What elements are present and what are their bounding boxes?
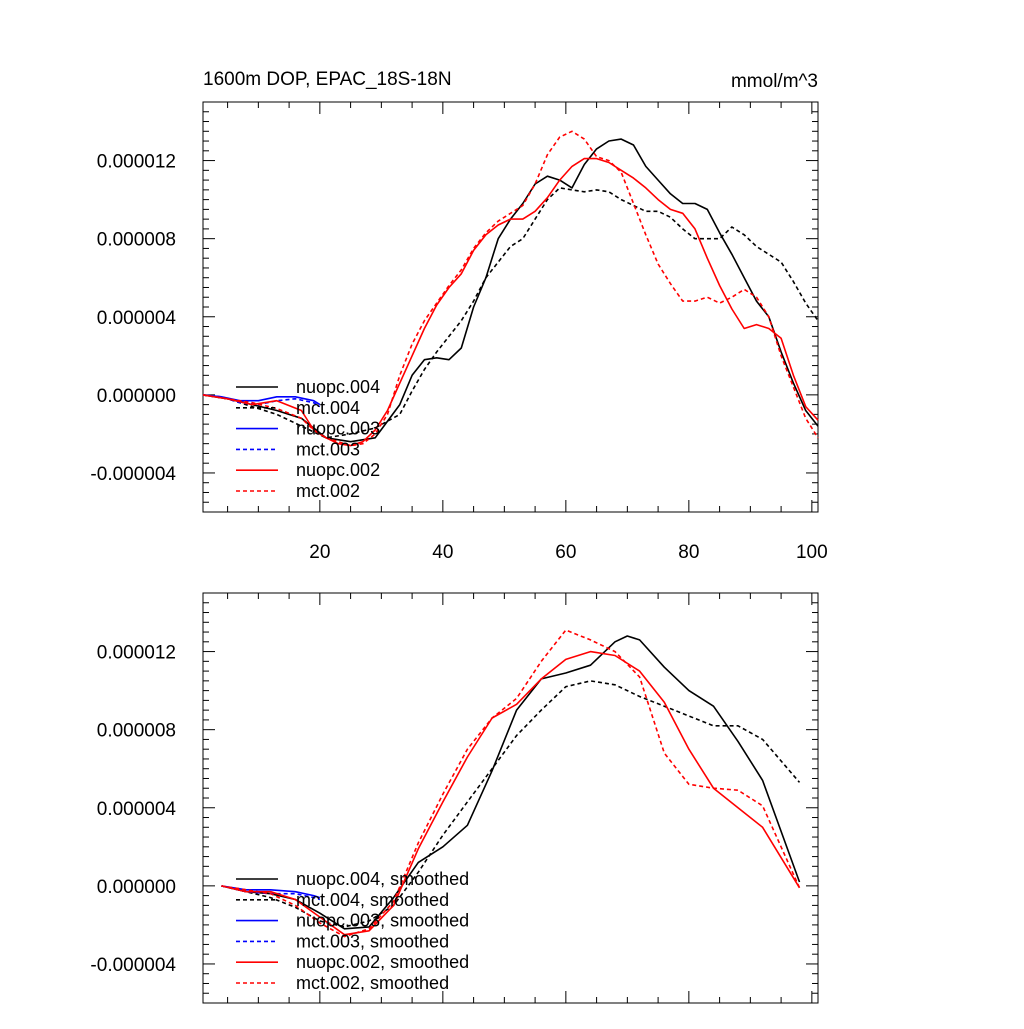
x-tick-label: 60 [555,542,576,563]
x-tick-label: 100 [796,542,828,563]
series-line [202,130,819,447]
x-tick-label: 80 [678,542,699,563]
legend-label: nuopc.003 [296,419,380,439]
y-tick-label: -0.000004 [90,955,176,976]
top-panel: 1600m DOP, EPAC_18S-18N mmol/m^3 20 40 60 8… [90,69,827,563]
series-line [221,635,801,930]
y-tick-label: 0.000012 [97,152,176,173]
legend-label: mct.002 [296,481,360,501]
legend-label: nuopc.004 [296,377,380,397]
y-tick-label: 0.000008 [97,721,176,742]
y-tick-label: 0.000008 [97,230,176,251]
x-tick-label: 20 [309,542,330,563]
legend-label: nuopc.004, smoothed [296,869,469,889]
legend-label: mct.003 [296,439,360,459]
y-tick-label: -0.000004 [90,464,176,485]
series-line [202,187,819,439]
units-label: mmol/m^3 [731,71,818,92]
series-line [221,680,801,928]
y-tick-label: 0.000012 [97,643,176,664]
legend-label: nuopc.003, smoothed [296,911,469,931]
series-line [221,650,801,936]
legend-label: nuopc.002 [296,460,380,480]
chart-title: 1600m DOP, EPAC_18S-18N [203,69,452,90]
legend-label: mct.004 [296,398,360,418]
legend-label: mct.002, smoothed [296,973,449,993]
legend-label: nuopc.002, smoothed [296,952,469,972]
y-tick-label: 0.000000 [97,386,176,407]
legend-label: mct.004, smoothed [296,890,449,910]
series-line [221,885,321,899]
bottom-panel: -0.000004 0.000000 0.000004 0.000008 0.00001… [90,592,819,1004]
series-line [221,629,801,938]
y-tick-label: 0.000004 [97,308,177,329]
x-tick-label: 40 [432,542,453,563]
y-tick-label: 0.000000 [97,877,176,898]
y-tick-label: 0.000004 [97,799,177,820]
legend-label: mct.003, smoothed [296,931,449,951]
